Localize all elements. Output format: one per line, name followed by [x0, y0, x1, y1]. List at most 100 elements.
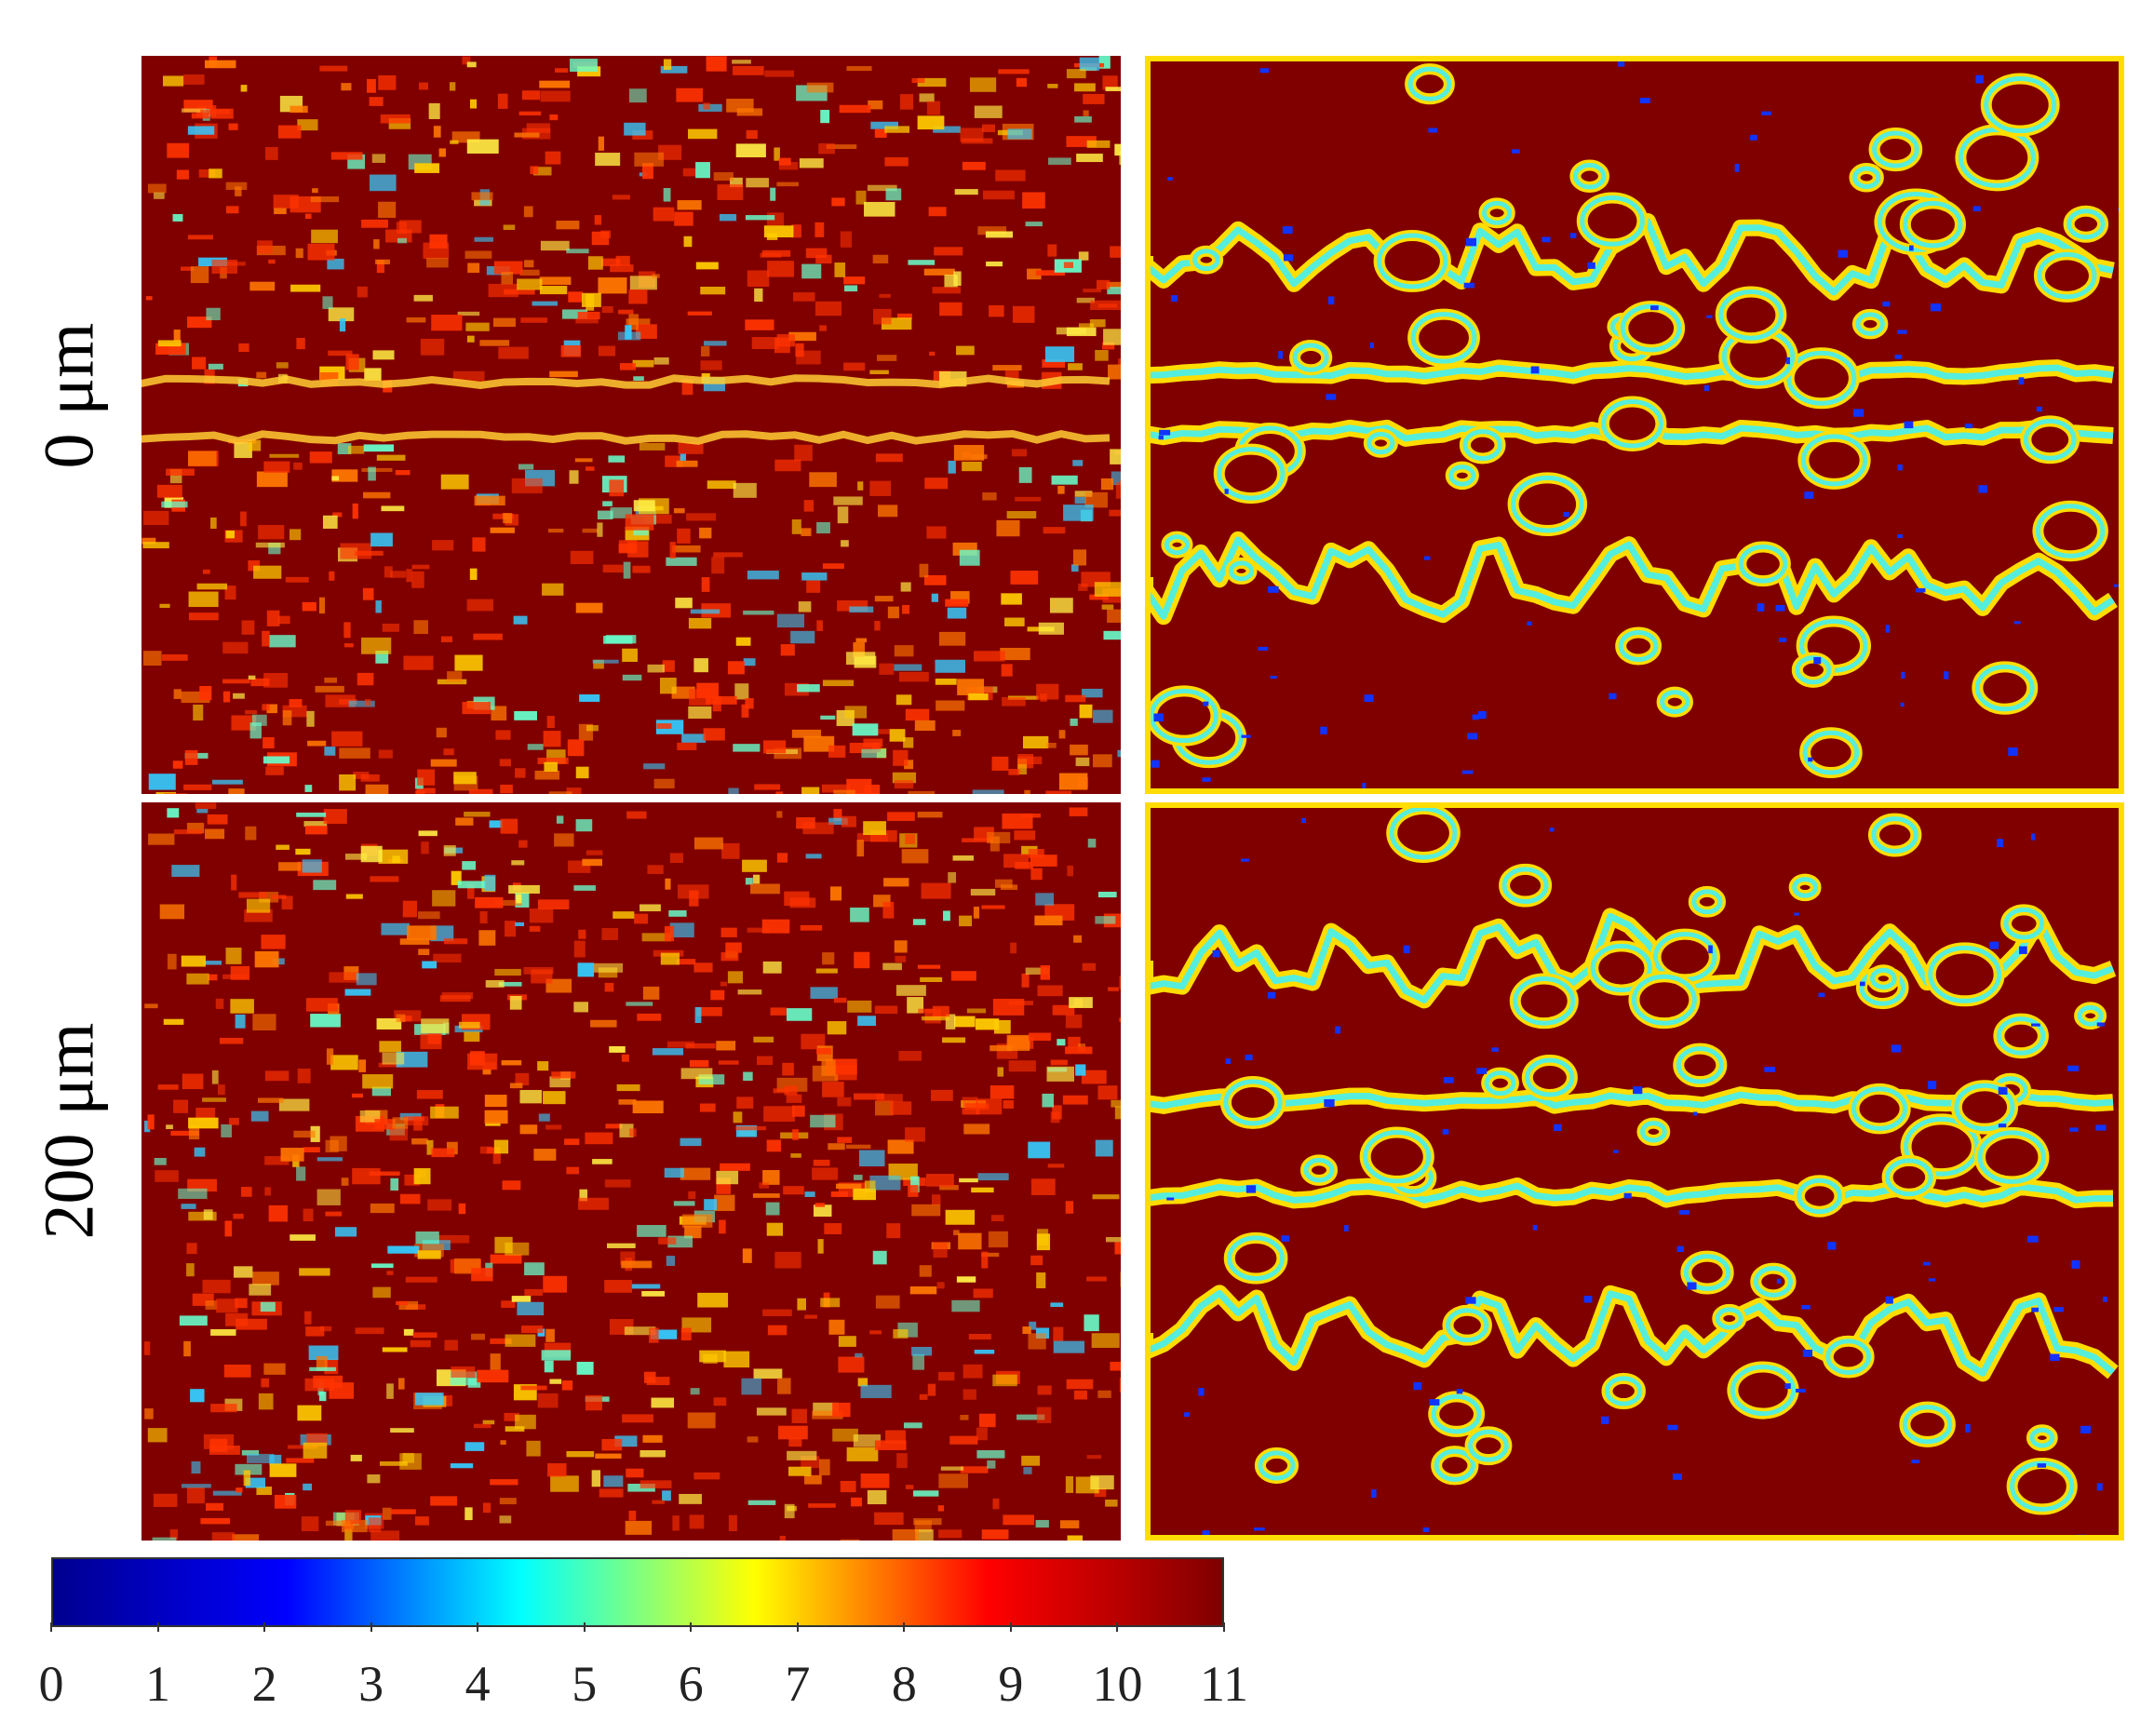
texture-patch	[995, 879, 1013, 888]
texture-patch	[234, 442, 252, 459]
texture-patch	[867, 1489, 887, 1505]
texture-patch	[166, 1124, 173, 1130]
texture-patch	[233, 693, 245, 699]
speck	[1183, 1412, 1191, 1418]
texture-patch	[690, 1388, 700, 1395]
texture-patch	[868, 100, 883, 110]
texture-patch	[855, 1352, 863, 1358]
texture-patch	[756, 1407, 787, 1416]
texture-patch	[953, 445, 985, 461]
speck	[1268, 585, 1279, 593]
texture-patch	[828, 817, 848, 826]
speck	[1326, 394, 1337, 400]
texture-patch	[672, 1515, 680, 1531]
texture-patch	[822, 952, 835, 965]
contour-blob-inner	[1525, 1057, 1575, 1097]
speck	[1491, 1047, 1499, 1052]
texture-patch	[624, 1326, 656, 1336]
texture-patch	[194, 1147, 206, 1157]
texture-patch	[1042, 1093, 1054, 1108]
texture-patch	[621, 1260, 653, 1269]
texture-patch	[622, 674, 642, 681]
texture-patch	[575, 602, 603, 613]
texture-patch	[1109, 509, 1121, 517]
texture-patch	[231, 874, 237, 891]
texture-patch	[956, 1276, 976, 1283]
speck	[1618, 59, 1625, 67]
texture-patch	[1075, 1064, 1086, 1076]
texture-patch	[678, 441, 704, 454]
texture-patch	[368, 1517, 382, 1533]
texture-patch	[876, 1094, 903, 1102]
texture-patch	[457, 311, 480, 316]
texture-patch	[1073, 1390, 1087, 1400]
texture-patch	[1095, 1139, 1113, 1157]
speck	[1362, 782, 1366, 789]
texture-patch	[505, 921, 517, 937]
texture-patch	[1097, 1085, 1118, 1100]
texture-patch	[167, 808, 180, 818]
texture-patch	[747, 1500, 776, 1505]
row-label-0um: 0 μm	[30, 322, 109, 469]
texture-patch	[331, 731, 363, 747]
texture-patch	[1010, 942, 1017, 954]
texture-patch	[390, 1509, 416, 1514]
texture-patch	[604, 982, 614, 992]
speck	[1928, 1081, 1937, 1090]
texture-patch	[773, 1088, 789, 1094]
texture-patch	[485, 1121, 501, 1126]
texture-patch	[786, 1094, 802, 1103]
texture-patch	[169, 1528, 178, 1540]
texture-patch	[675, 598, 693, 609]
texture-patch	[455, 817, 474, 826]
texture-patch	[389, 1126, 408, 1141]
texture-patch	[609, 1045, 626, 1053]
texture-patch	[1017, 756, 1043, 765]
texture-patch	[494, 899, 522, 907]
texture-patch	[566, 249, 589, 254]
texture-patch	[379, 1041, 401, 1053]
contour-blob-inner	[1572, 163, 1607, 190]
texture-patch	[626, 1468, 644, 1478]
texture-patch	[256, 371, 267, 379]
texture-patch	[805, 854, 822, 859]
texture-patch	[892, 772, 917, 784]
texture-patch	[344, 1528, 353, 1541]
contour-blob-inner	[1660, 690, 1690, 715]
texture-patch	[681, 733, 707, 743]
colorbar	[51, 1557, 1224, 1627]
speck	[1891, 1044, 1902, 1053]
texture-patch	[219, 1037, 244, 1044]
heatmap-top-right-svg	[1145, 56, 2124, 794]
texture-patch	[1027, 268, 1042, 280]
texture-patch	[926, 1174, 954, 1187]
texture-patch	[527, 744, 544, 750]
texture-patch	[991, 1215, 1004, 1222]
texture-patch	[956, 345, 975, 356]
texture-patch	[618, 1099, 637, 1105]
texture-patch	[472, 537, 486, 552]
texture-patch	[344, 1510, 362, 1525]
colorbar-tick-label: 5	[572, 1656, 598, 1712]
texture-patch	[988, 1231, 1008, 1248]
texture-patch	[405, 1276, 438, 1283]
texture-patch	[816, 620, 824, 631]
texture-patch	[372, 1286, 391, 1299]
texture-patch	[587, 256, 603, 270]
texture-patch	[791, 518, 801, 534]
texture-patch	[1101, 604, 1114, 610]
texture-patch	[894, 779, 914, 789]
speck	[1750, 134, 1757, 141]
heatmap-panel-bottom-left	[141, 802, 1121, 1541]
texture-patch	[466, 61, 477, 68]
speck	[2031, 833, 2036, 841]
texture-patch	[163, 75, 184, 87]
speck	[1553, 1124, 1562, 1132]
texture-patch	[879, 663, 895, 675]
texture-patch	[309, 451, 332, 464]
texture-patch	[911, 1204, 941, 1217]
texture-patch	[790, 630, 815, 644]
speck	[1687, 1282, 1697, 1290]
contour-blob-inner	[2003, 907, 2045, 940]
texture-patch	[716, 1041, 736, 1051]
